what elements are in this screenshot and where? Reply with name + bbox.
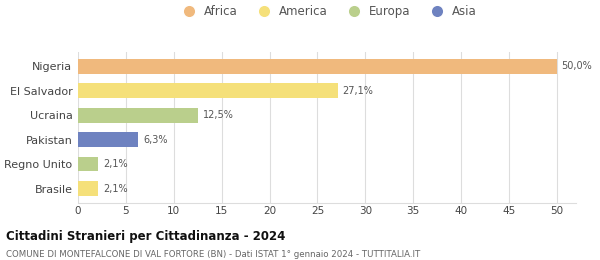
Text: 2,1%: 2,1% <box>103 184 128 194</box>
Text: Cittadini Stranieri per Cittadinanza - 2024: Cittadini Stranieri per Cittadinanza - 2… <box>6 230 286 243</box>
Bar <box>78 181 98 196</box>
Text: 27,1%: 27,1% <box>343 86 373 96</box>
Text: 50,0%: 50,0% <box>562 61 592 71</box>
Bar <box>78 108 198 122</box>
Bar <box>78 132 139 147</box>
Text: 6,3%: 6,3% <box>143 135 167 145</box>
Bar <box>78 157 98 171</box>
Text: COMUNE DI MONTEFALCONE DI VAL FORTORE (BN) - Dati ISTAT 1° gennaio 2024 - TUTTIT: COMUNE DI MONTEFALCONE DI VAL FORTORE (B… <box>6 250 420 259</box>
Legend: Africa, America, Europa, Asia: Africa, America, Europa, Asia <box>172 1 482 23</box>
Bar <box>78 83 338 98</box>
Text: 12,5%: 12,5% <box>203 110 233 120</box>
Bar <box>78 59 557 74</box>
Text: 2,1%: 2,1% <box>103 159 128 169</box>
